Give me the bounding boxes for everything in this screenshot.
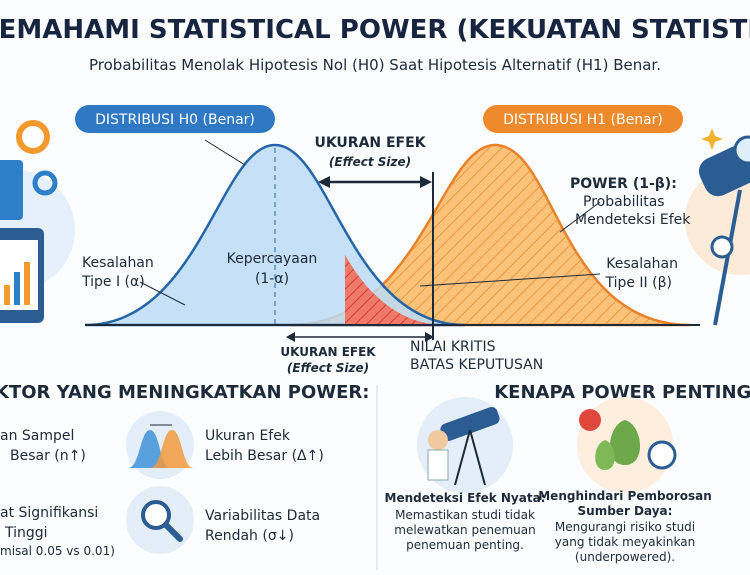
effect-icon [126,411,194,479]
factor-text: Variabilitas Data [205,508,320,524]
why-heading: Menghindari Pemborosan [538,489,712,503]
power-label: Probabilitas [583,194,665,210]
factor-text: at Signifikansi [0,505,98,521]
why-body: yang tidak meyakinkan [555,535,695,549]
alpha-region [345,255,440,325]
factor-text: Lebih Besar (Δ↑) [205,448,324,464]
title: MEMAHAMI STATISTICAL POWER (KEKUATAN STA… [0,15,750,45]
why-heading: Sumber Daya: [578,504,673,518]
subtitle: Probabilitas Menolak Hipotesis Nol (H0) … [89,56,661,74]
left-icons [0,120,75,323]
factor-text: an Sampel [0,428,74,444]
factor-text: Besar (n↑) [10,448,86,464]
telescope-icon [417,397,513,493]
type2-label: Kesalahan [606,256,678,272]
confidence-label: (1-α) [255,271,289,287]
critical-label: NILAI KRITIS [410,339,496,355]
factor-text: misal 0.05 vs 0.01) [0,544,115,558]
distribution-chart [84,139,700,342]
why-body: Memastikan studi tidak [395,508,535,522]
critical-label: BATAS KEPUTUSAN [410,357,543,373]
why-body: (underpowered). [575,550,675,564]
right-icons [685,128,750,326]
effect-label: (Effect Size) [287,361,369,375]
why-body: penemuan penting. [406,538,524,552]
money-icon [577,397,677,493]
h1-curve [289,143,691,327]
factor-text: Rendah (σ↓) [205,528,294,544]
confidence-label: Kepercayaan [227,251,318,267]
why-body: melewatkan penemuan [394,523,535,537]
power-label: Mendeteksi Efek [575,212,691,228]
factor-text: Ukuran Efek [205,428,291,444]
effect-label: UKURAN EFEK [314,135,426,151]
type1-label: Kesalahan [82,255,154,271]
h0-curve [84,143,466,327]
factor-text: Tinggi [4,525,48,541]
effect-label: (Effect Size) [329,155,411,169]
why-title: KENAPA POWER PENTING? [494,382,750,403]
effect-label: UKURAN EFEK [280,345,376,359]
h0-pill [75,105,275,133]
type2-label: Tipe II (β) [604,275,672,291]
h1-label: DISTRIBUSI H1 (Benar) [503,112,663,128]
why-body: Mengurangi risiko studi [555,520,695,534]
why-heading: Mendeteksi Efek Nyata: [385,491,546,505]
magnifier-icon [126,486,194,554]
factors-title: KTOR YANG MENINGKATKAN POWER: [0,382,369,403]
h1-pill [483,105,683,133]
power-label: POWER (1-β): [570,176,677,192]
h0-label: DISTRIBUSI H0 (Benar) [95,112,255,128]
type1-label: Tipe I (α) [81,274,145,290]
